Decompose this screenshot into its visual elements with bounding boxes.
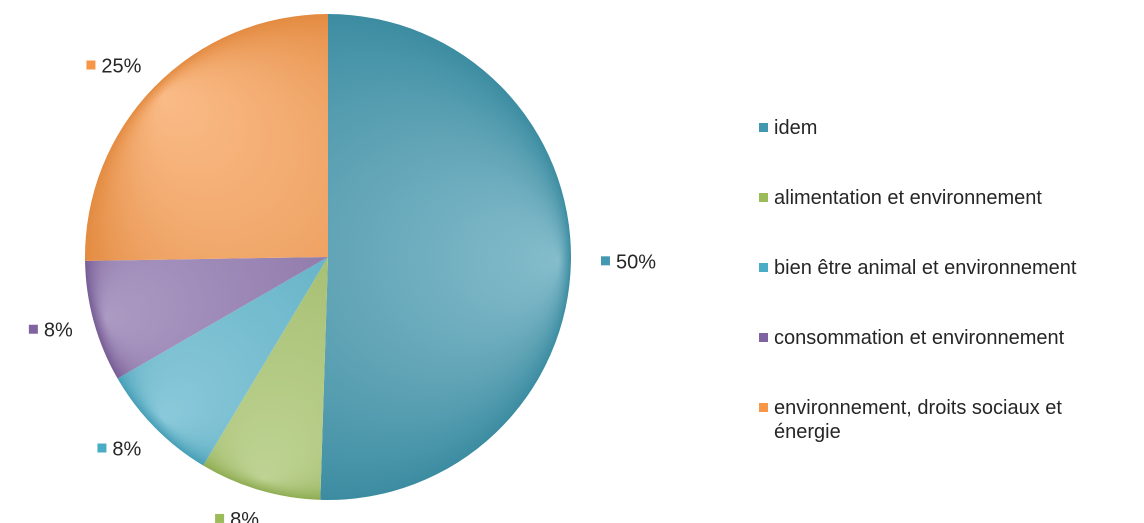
legend: idem alimentation et environnement bien êt… — [759, 117, 1077, 443]
legend-label: énergie — [774, 421, 841, 443]
data-label-text: 8% — [112, 439, 141, 461]
data-label-consommation-et-environnement: 8% — [28, 320, 73, 342]
pie-slices — [85, 14, 572, 501]
legend-item-bien-etre-animal-et-environnement: bien être animal et environnement — [759, 257, 1077, 279]
data-label-text: 8% — [44, 320, 73, 342]
data-label-marker — [97, 443, 107, 453]
legend-item-consommation-et-environnement: consommation et environnement — [759, 327, 1065, 349]
pie-slice-alimentation-et-environnement — [203, 257, 328, 500]
legend-label: bien être animal et environnement — [774, 257, 1077, 279]
legend-label: consommation et environnement — [774, 327, 1065, 349]
legend-label: idem — [774, 117, 817, 139]
data-label-text: 50% — [616, 251, 656, 273]
legend-item-alimentation-et-environnement: alimentation et environnement — [759, 187, 1042, 209]
legend-swatch — [759, 193, 768, 202]
data-label-text: 25% — [101, 55, 141, 77]
legend-swatch — [759, 123, 768, 132]
legend-item-idem: idem — [759, 117, 817, 139]
data-label-alimentation-et-environnement: 8% — [215, 509, 259, 523]
data-label-marker — [28, 324, 38, 334]
pie-slice-idem — [320, 14, 572, 501]
pie-slice-bien-etre-animal-et-environnement — [117, 257, 329, 466]
pie-slice-environnement-droits-sociaux-et-energie — [85, 14, 328, 261]
data-label-marker — [600, 256, 610, 266]
data-label-marker — [86, 60, 96, 70]
data-label-environnement-droits-sociaux-et-energie: 25% — [86, 55, 142, 77]
legend-label: alimentation et environnement — [774, 187, 1042, 209]
data-label-idem: 50% — [600, 251, 656, 273]
data-label-bien-etre-animal-et-environnement: 8% — [97, 439, 142, 461]
data-labels: 50% 8% 8% 8% 25% — [28, 55, 656, 523]
data-label-marker — [215, 513, 225, 523]
legend-swatch — [759, 403, 768, 412]
pie-slice-consommation-et-environnement — [85, 257, 329, 379]
legend-label: environnement, droits sociaux et — [774, 397, 1062, 419]
legend-swatch — [759, 263, 768, 272]
legend-swatch — [759, 333, 768, 342]
data-label-text: 8% — [230, 509, 259, 523]
